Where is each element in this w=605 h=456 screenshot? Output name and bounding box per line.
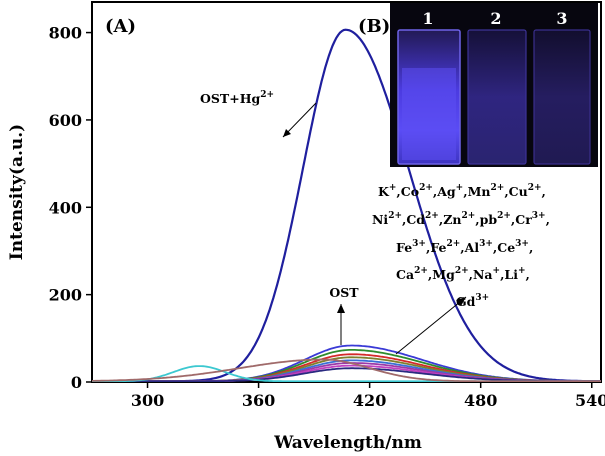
ion-charge: 2+ — [455, 266, 469, 276]
ion-charge: 2+ — [497, 211, 511, 221]
annotation-ost-hg: OST+Hg2+ — [200, 90, 274, 106]
annotation-ost: OST — [329, 285, 359, 300]
x-tick-label: 420 — [353, 391, 386, 410]
ion-symbol: ,Mn — [463, 184, 490, 199]
hg-arrow-line — [282, 102, 317, 138]
ion-arrow-line — [395, 296, 467, 355]
ion-charge: 3+ — [475, 293, 489, 303]
ion-symbol: ,Ce — [493, 240, 515, 255]
x-tick-label: 480 — [464, 391, 497, 410]
ion-symbol: Gd — [456, 294, 476, 309]
ion-charge: 2+ — [425, 211, 439, 221]
cuvette-label-1: 1 — [422, 9, 433, 28]
ion-symbol: ,Zn — [439, 212, 462, 227]
hg-arrow-head — [283, 129, 291, 137]
ion-symbol: ,Na — [469, 267, 493, 282]
ion-line-1: K+,Co2+,Ag+,Mn2+,Cu2+, — [378, 183, 546, 199]
x-tick-label: 300 — [131, 391, 164, 410]
ion-charge: + — [518, 266, 526, 276]
cuvette-3 — [533, 29, 591, 165]
ion-charge: 2+ — [461, 211, 475, 221]
y-tick-label: 0 — [71, 373, 82, 392]
ion-charge: 3+ — [479, 239, 493, 249]
ion-symbol: ,Co — [396, 184, 419, 199]
ion-charge: + — [493, 266, 501, 276]
ion-symbol: , — [526, 267, 530, 282]
ion-charge: 3+ — [412, 239, 426, 249]
annotation-arrows — [282, 102, 467, 355]
x-axis-ticks: 300 360 420 480 540 — [131, 382, 605, 410]
ost-arrow-head — [337, 304, 345, 313]
panel-label-b: (B) — [358, 16, 390, 37]
ion-line-3: Fe3+,Fe2+,Al3+,Ce3+, — [396, 239, 533, 255]
series-line-scatter-brown — [92, 358, 601, 382]
ion-symbol: Ca — [396, 267, 414, 282]
ion-symbol: ,Cu — [504, 184, 527, 199]
ion-symbol: ,Li — [500, 267, 518, 282]
panel-label-a: (A) — [105, 16, 136, 37]
cuvette-photo-inset: 1 2 3 — [390, 3, 598, 167]
series-lines — [92, 28, 601, 382]
ion-charge: 2+ — [446, 239, 460, 249]
cuvette-label-2: 2 — [490, 9, 501, 28]
y-tick-label: 400 — [49, 198, 82, 217]
y-tick-label: 200 — [49, 286, 82, 305]
y-axis-label: Intensity(a.u.) — [7, 124, 27, 260]
ion-charge: + — [389, 183, 397, 193]
ion-symbol: Fe — [396, 240, 412, 255]
annotation-interfering-ions: K+,Co2+,Ag+,Mn2+,Cu2+,Ni2+,Cd2+,Zn2+,pb2… — [372, 183, 550, 309]
ion-charge: 3+ — [532, 211, 546, 221]
ion-charge: 2+ — [388, 211, 402, 221]
ion-charge: 2+ — [419, 183, 433, 193]
ion-symbol: ,Cr — [511, 212, 532, 227]
ion-symbol: , — [546, 212, 550, 227]
ion-symbol: , — [529, 240, 533, 255]
ion-charge: 2+ — [528, 183, 542, 193]
ion-symbol: ,pb — [475, 212, 497, 227]
ion-symbol: ,Fe — [426, 240, 447, 255]
annotation-ost-hg-text: OST+Hg — [200, 91, 261, 106]
x-tick-label: 360 — [242, 391, 275, 410]
ion-symbol: ,Mg — [428, 267, 455, 282]
cuvette-label-3: 3 — [556, 9, 567, 28]
ion-charge: 2+ — [414, 266, 428, 276]
ion-symbol: , — [542, 184, 546, 199]
ion-line-2: Ni2+,Cd2+,Zn2+,pb2+,Cr3+, — [372, 211, 550, 227]
ion-symbol: K — [378, 184, 390, 199]
ion-symbol: Ni — [372, 212, 388, 227]
x-tick-label: 540 — [575, 391, 605, 410]
cuvette-2 — [467, 29, 527, 165]
y-tick-label: 600 — [49, 111, 82, 130]
ion-symbol: ,Cd — [402, 212, 425, 227]
ion-charge: + — [456, 183, 464, 193]
annotation-ost-hg-sup: 2+ — [260, 90, 274, 100]
y-tick-label: 800 — [49, 24, 82, 43]
cuvette-1-liquid — [402, 68, 456, 160]
ion-symbol: ,Ag — [433, 184, 456, 199]
ion-charge: 3+ — [515, 239, 529, 249]
y-axis-ticks: 0 200 400 600 800 — [49, 24, 92, 392]
ion-charge: 2+ — [491, 183, 505, 193]
x-axis-label: Wavelength/nm — [273, 433, 422, 453]
ion-symbol: ,Al — [460, 240, 479, 255]
ion-line-4: Ca2+,Mg2+,Na+,Li+, — [396, 266, 530, 282]
ion-arrow-head — [456, 297, 466, 306]
ion-line-5: Gd3+ — [456, 293, 489, 309]
